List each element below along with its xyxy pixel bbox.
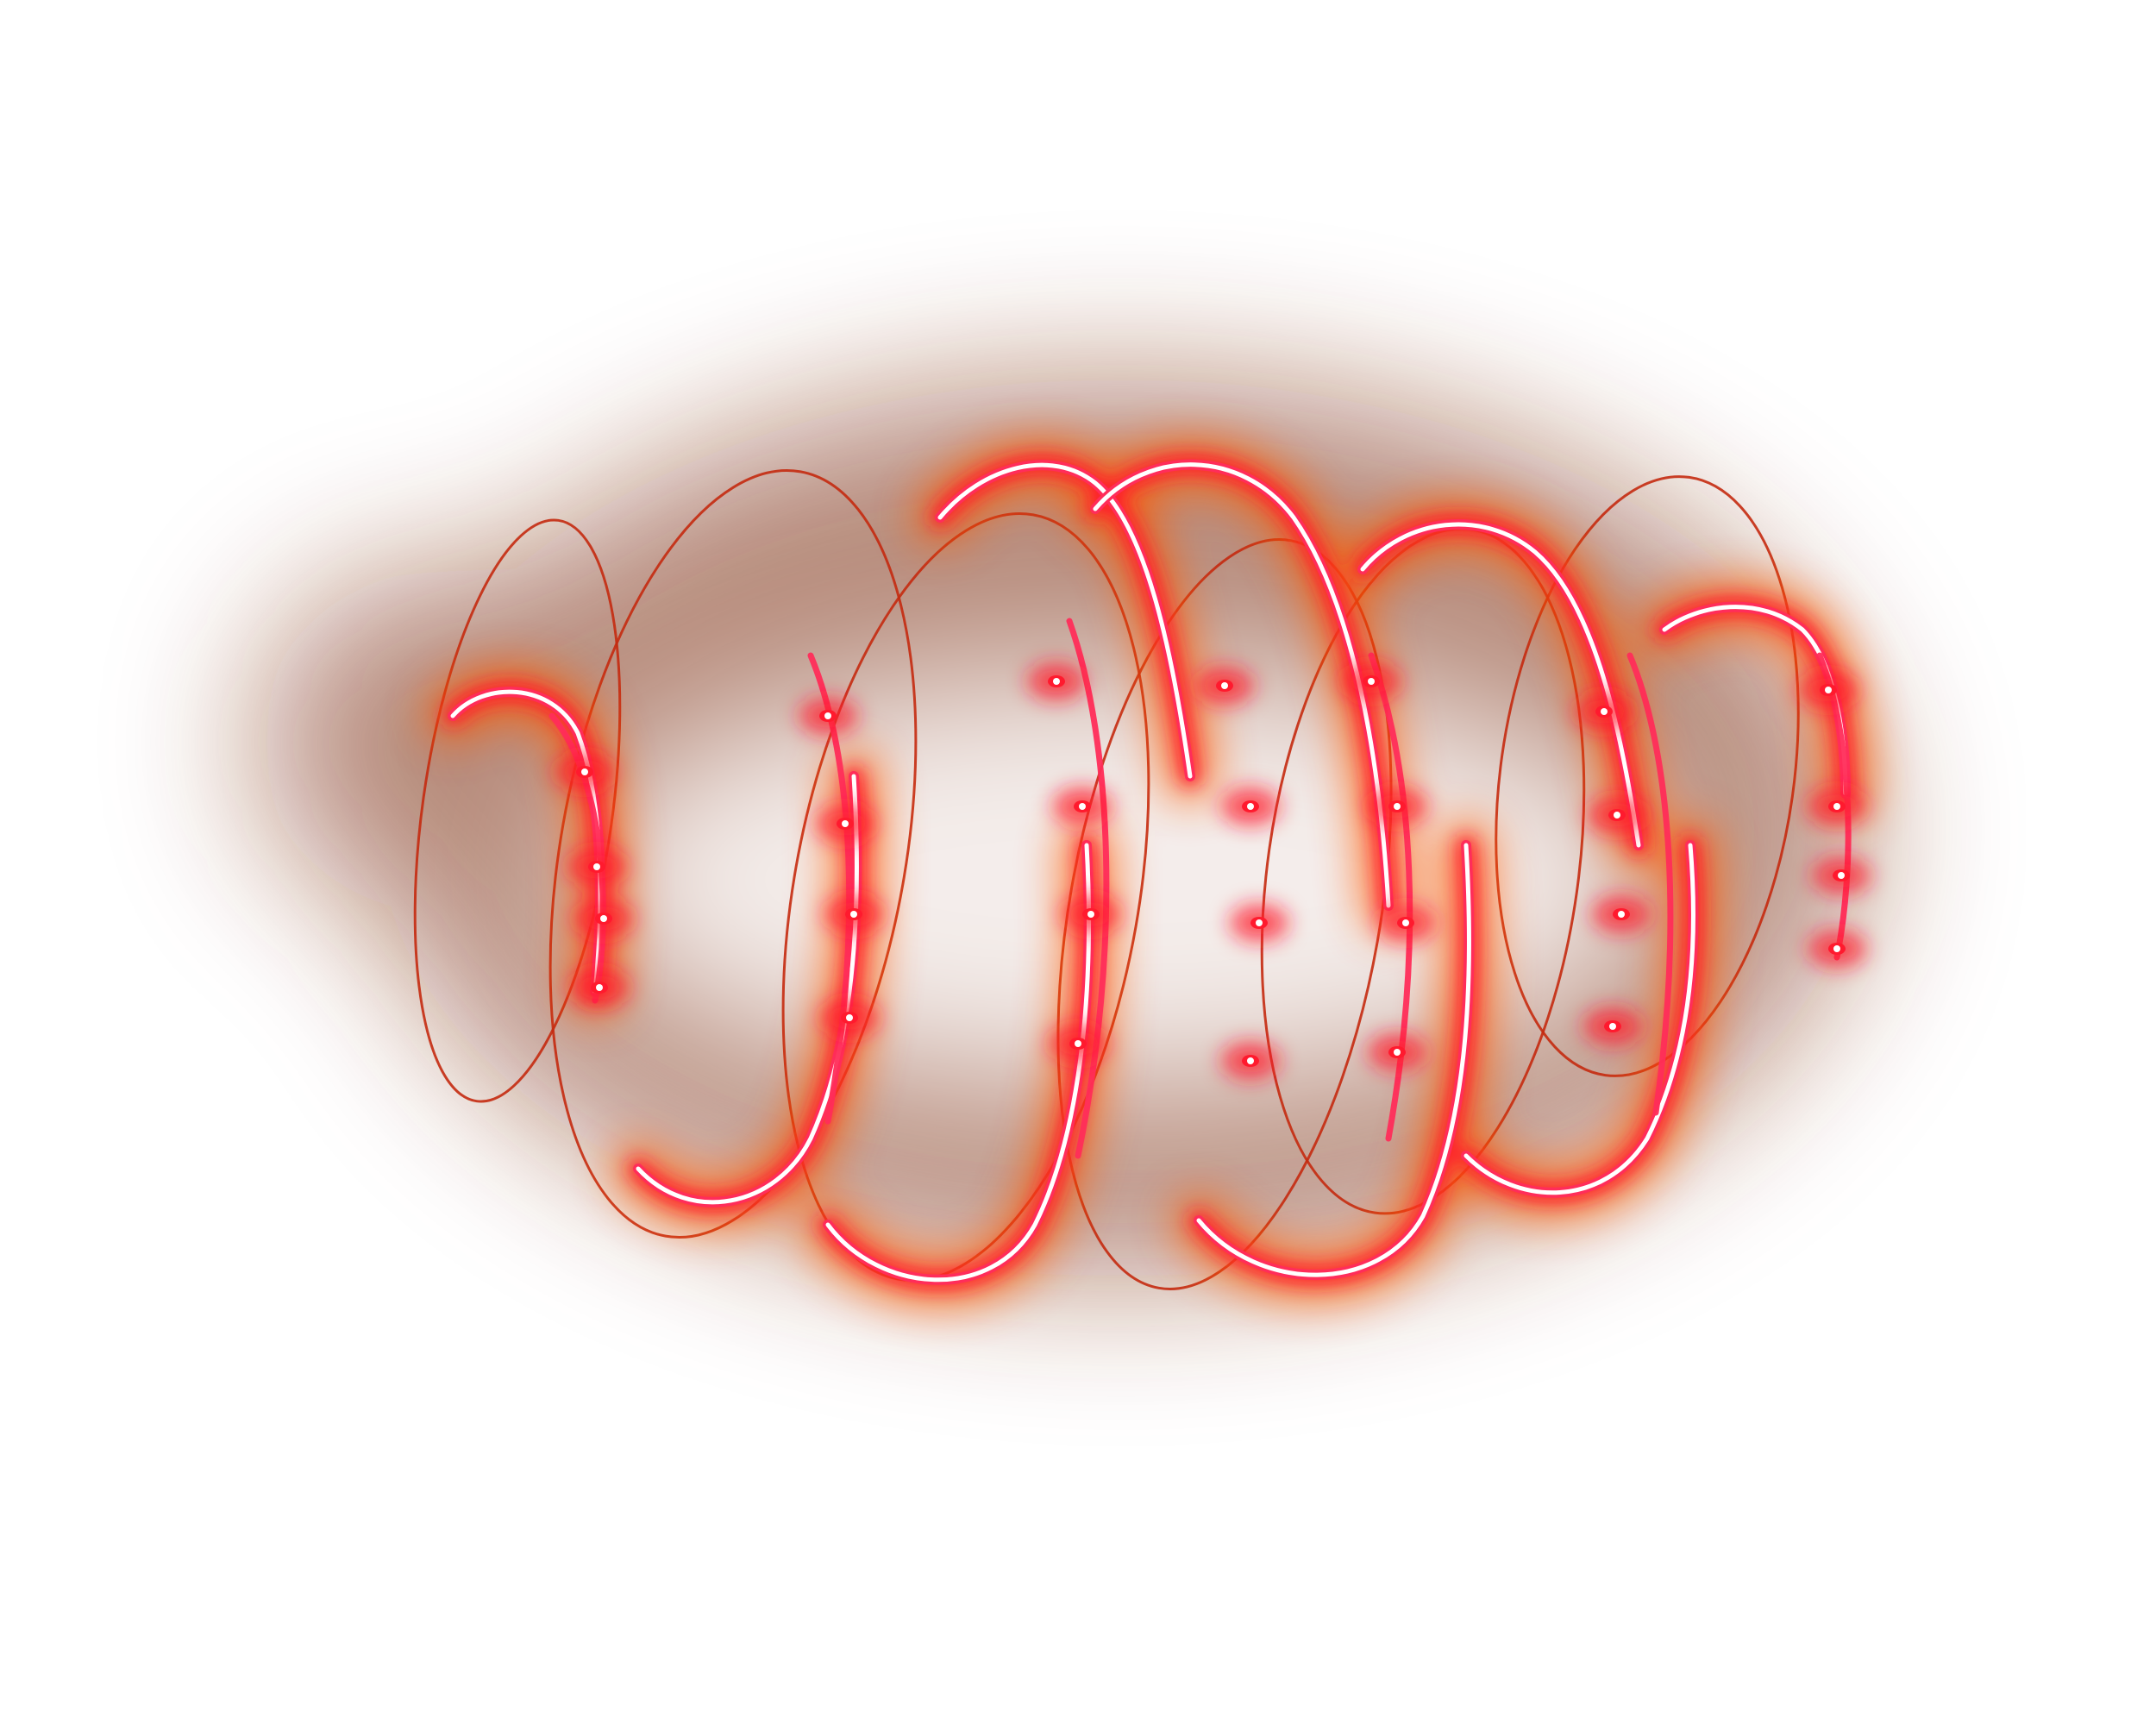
bead-highlight-4: [596, 984, 603, 991]
spiral-white-segment-8: [1463, 843, 1695, 1195]
bead-highlight-23: [1618, 911, 1625, 918]
bead-highlight-12: [1075, 1040, 1081, 1047]
bead-highlight-20: [1394, 1049, 1401, 1056]
spiral-white-segment-5: [1093, 462, 1391, 908]
spiral-white-segment-2: [636, 774, 859, 1205]
bead-highlight-11: [1087, 911, 1094, 918]
bead-highlight-25: [1825, 687, 1832, 693]
bead-highlight-7: [850, 911, 857, 918]
bead-highlight-16: [1247, 1057, 1254, 1064]
bead-highlight-8: [846, 1014, 853, 1021]
spiral-core: [448, 459, 1852, 1285]
bead-highlight-1: [581, 768, 588, 775]
bead-highlight-28: [1833, 945, 1840, 952]
bead-highlight-6: [842, 820, 849, 827]
spiral-white-segment-6: [1196, 843, 1471, 1277]
bead-highlight-22: [1614, 812, 1620, 819]
bead-highlight-15: [1256, 919, 1263, 926]
bead-highlight-9: [1053, 678, 1060, 685]
bead-highlight-3: [600, 915, 607, 922]
bead-highlight-19: [1402, 919, 1409, 926]
front-arc-3: [1066, 618, 1110, 1159]
bead-highlight-18: [1394, 803, 1401, 810]
bead-highlight-17: [1368, 678, 1375, 685]
front-arc-5: [1626, 652, 1674, 1116]
bead-cores: [576, 675, 1850, 1067]
bead-highlight-10: [1079, 803, 1086, 810]
bead-highlight-27: [1838, 872, 1845, 879]
bead-highlight-2: [593, 863, 600, 870]
bead-highlight-13: [1221, 682, 1228, 689]
bead-highlight-26: [1833, 803, 1840, 810]
thin-ring-6: [1495, 475, 1800, 1077]
spiral-white-segment-4: [825, 843, 1091, 1283]
thin-ring-2: [548, 468, 918, 1239]
bead-highlight-5: [824, 712, 831, 719]
spiral-white-segment-7: [1360, 522, 1641, 848]
bead-highlight-21: [1601, 708, 1608, 715]
bead-highlight-14: [1247, 803, 1254, 810]
bead-highlight-24: [1609, 1023, 1616, 1030]
